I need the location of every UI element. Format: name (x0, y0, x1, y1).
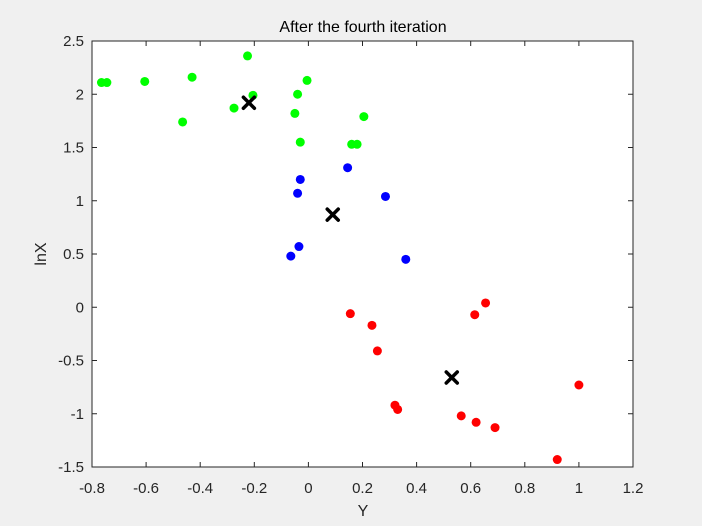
data-point (372, 346, 382, 356)
y-tick-label: 1 (76, 193, 84, 210)
y-axis-label: lnX (33, 242, 50, 265)
x-tick-label: -0.6 (133, 480, 159, 497)
data-point (178, 117, 188, 127)
y-tick-label: 2 (76, 86, 84, 103)
x-tick-label: 0.8 (514, 480, 535, 497)
data-point (140, 76, 150, 86)
x-tick-label: 1 (575, 480, 583, 497)
data-point (471, 417, 481, 427)
data-point (481, 298, 491, 308)
y-tick-label: 1.5 (63, 140, 84, 157)
data-point (367, 320, 377, 330)
data-point (352, 139, 362, 149)
y-tick-label: -1.5 (58, 459, 84, 476)
y-tick-label: 0.5 (63, 246, 84, 263)
data-point (574, 380, 584, 390)
data-point (290, 108, 300, 118)
y-tick-label: 0 (76, 299, 84, 316)
x-tick-label: 0.2 (352, 480, 373, 497)
x-tick-label: -0.8 (79, 480, 105, 497)
data-point (293, 89, 303, 99)
data-point (102, 78, 112, 88)
data-point (470, 310, 480, 320)
data-point (302, 75, 312, 85)
centroid-marker (241, 95, 257, 111)
x-tick-label: 0.4 (406, 480, 427, 497)
x-tick-label: 0 (304, 480, 312, 497)
data-point (295, 174, 305, 184)
data-point (393, 404, 403, 414)
data-point (359, 112, 369, 122)
centroid-marker (325, 207, 340, 222)
x-tick-label: -0.2 (241, 480, 267, 497)
data-point (295, 137, 305, 147)
data-point (343, 163, 353, 173)
chart-title: After the fourth iteration (279, 19, 446, 36)
data-point (294, 242, 304, 252)
data-point (401, 254, 411, 264)
data-point (345, 309, 355, 319)
data-point (380, 191, 390, 201)
data-point (243, 51, 253, 61)
data-point (490, 423, 500, 433)
data-point (286, 251, 296, 261)
data-point (229, 103, 239, 113)
x-tick-label: 1.2 (623, 480, 644, 497)
data-point (293, 188, 303, 198)
y-tick-label: -0.5 (58, 353, 84, 370)
centroid-marker (444, 370, 460, 385)
data-point (552, 455, 562, 465)
x-tick-label: 0.6 (460, 480, 481, 497)
y-tick-label: 2.5 (63, 33, 84, 50)
chart-marks (96, 51, 584, 465)
y-tick-label: -1 (71, 406, 84, 423)
plot-area (92, 41, 633, 467)
data-point (456, 411, 466, 421)
x-axis-label: Y (358, 503, 369, 520)
axis-ticks: -0.8 -0.6 -0.4 -0.2 0 0.2 0.4 0.6 0.8 1 1.2 -1.5 -1 -… (58, 33, 643, 497)
data-point (187, 72, 197, 82)
x-tick-label: -0.4 (187, 480, 213, 497)
